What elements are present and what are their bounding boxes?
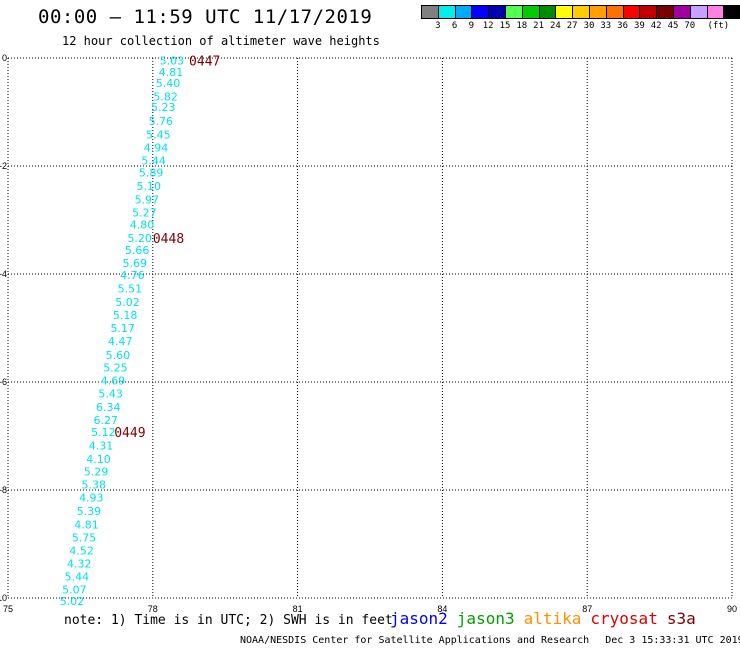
- satellite-legend-item: altika: [523, 609, 582, 628]
- wave-height-label: 5.10: [137, 180, 162, 193]
- wave-height-label: 6.27: [94, 414, 119, 427]
- footer-note: note: 1) Time is in UTC; 2) SWH is in fe…: [64, 613, 393, 628]
- wave-height-label: 5.45: [146, 129, 171, 142]
- wave-height-label: 5.97: [135, 193, 160, 206]
- color-scale-label: 42: [650, 21, 662, 31]
- color-scale-label: 12: [482, 21, 494, 31]
- wave-height-label: 4.69: [101, 374, 126, 387]
- wave-height-label: 5.29: [84, 466, 109, 479]
- pass-time-label: 0447: [189, 55, 220, 70]
- x-tick-label: 84: [437, 604, 447, 614]
- color-scale-label: 36: [617, 21, 629, 31]
- x-tick-label: 90: [727, 604, 737, 614]
- satellite-legend-item: cryosat: [590, 609, 658, 628]
- wave-height-label: 5.27: [132, 206, 157, 219]
- color-scale-label: 30: [583, 21, 595, 31]
- pass-time-labels: 0447 0448 0449: [114, 55, 220, 442]
- wave-height-label: 5.43: [98, 387, 123, 400]
- wave-height-label: 4.47: [108, 335, 133, 348]
- wave-height-label: 5.60: [106, 349, 131, 362]
- wave-height-label: 5.76: [149, 115, 174, 128]
- wave-height-label: 4.31: [89, 440, 114, 453]
- wave-height-label: 4.76: [120, 269, 145, 282]
- wave-height-label: 5.75: [72, 532, 97, 545]
- wave-height-label: 5.44: [65, 570, 90, 583]
- x-tick-label: 75: [3, 604, 13, 614]
- color-scale-label: 24: [549, 21, 561, 31]
- color-scale-label: 33: [600, 21, 612, 31]
- wave-height-label: 4.80: [130, 218, 155, 231]
- map-grid: [7, 57, 733, 599]
- color-scale-label: 27: [566, 21, 578, 31]
- pass-time-label: 0449: [114, 426, 145, 441]
- color-scale-label: 70: [684, 21, 696, 31]
- map-title: 00:00 – 11:59 UTC 11/17/2019: [38, 6, 373, 28]
- wave-height-label: 5.69: [123, 257, 148, 270]
- wave-height-label: 6.34: [96, 401, 121, 414]
- wave-height-label: 4.10: [86, 453, 111, 466]
- color-scale-label: 45: [667, 21, 679, 31]
- wave-height-label: 5.66: [125, 244, 150, 257]
- color-scale-label: 15: [499, 21, 511, 31]
- satellite-legend-item: s3a: [666, 609, 696, 628]
- map-axes: 75 78 81 84 87 90 0 -2 -4 -6 -8 -10: [0, 53, 737, 614]
- y-tick-label: -4: [0, 269, 7, 279]
- generated-timestamp: Dec 3 15:33:31 UTC 2019: [605, 635, 740, 646]
- wave-height-label: 4.93: [79, 492, 104, 505]
- wave-height-label: 4.52: [69, 544, 94, 557]
- satellite-legend-item: jason3: [456, 609, 515, 628]
- satellite-legend-item: jason2: [390, 609, 448, 628]
- y-tick-label: 0: [2, 53, 7, 63]
- wave-height-label: 5.23: [151, 101, 176, 114]
- wave-height-label: 5.51: [118, 283, 143, 296]
- wave-height-label: 5.38: [81, 479, 106, 492]
- wave-height-label: 4.94: [144, 142, 169, 155]
- color-scale-swatches: [421, 5, 740, 19]
- wave-height-points: 5.034.815.405.825.235.765.454.945.445.89…: [60, 55, 184, 609]
- wave-height-label: 4.81: [74, 519, 99, 532]
- color-scale-label: 6: [451, 21, 458, 31]
- color-scale-label: 9: [468, 21, 475, 31]
- color-scale-unit: (ft): [707, 21, 730, 31]
- x-tick-label: 81: [293, 604, 303, 614]
- wave-height-label: 5.17: [110, 322, 135, 335]
- wave-height-label: 5.82: [153, 90, 178, 103]
- wave-height-label: 5.02: [115, 296, 140, 309]
- x-tick-label: 87: [582, 604, 592, 614]
- wave-height-label: 5.07: [62, 583, 87, 596]
- credit-line: NOAA/NESDIS Center for Satellite Applica…: [240, 635, 740, 646]
- color-scale-label: 21: [533, 21, 545, 31]
- x-tick-label: 78: [148, 604, 158, 614]
- color-scale-label: 3: [435, 21, 441, 31]
- wave-height-label: 5.25: [103, 361, 128, 374]
- color-swatch: [723, 5, 740, 19]
- y-tick-label: -10: [0, 593, 7, 603]
- wave-height-label: 5.12: [91, 426, 116, 439]
- y-tick-label: -6: [0, 377, 7, 387]
- pass-time-label: 0448: [153, 232, 184, 247]
- wave-height-label: 5.89: [139, 166, 164, 179]
- credit-text: NOAA/NESDIS Center for Satellite Applica…: [240, 635, 590, 646]
- color-scale-label: 39: [633, 21, 645, 31]
- color-scale-label: 18: [516, 21, 528, 31]
- color-scale-legend: 3 6 9 12 15 18 21 24 27 30 33 36 39 42 45 70 (ft): [421, 5, 740, 31]
- wave-height-label: 5.18: [113, 309, 138, 322]
- wave-height-label: 5.03: [160, 55, 185, 68]
- wave-height-label: 5.20: [127, 232, 152, 245]
- color-scale-labels: 3 6 9 12 15 18 21 24 27 30 33 36 39 42 45 70 (ft): [421, 19, 740, 31]
- map-subtitle: 12 hour collection of altimeter wave hei…: [62, 34, 380, 48]
- wave-height-label: 4.32: [67, 557, 92, 570]
- y-tick-label: -2: [0, 161, 7, 171]
- wave-height-label: 5.40: [156, 77, 181, 90]
- satellite-legend: jason2 jason3 altika cryosat s3a: [390, 609, 705, 628]
- y-tick-label: -8: [0, 485, 7, 495]
- wave-height-label: 5.44: [141, 155, 166, 168]
- wave-height-label: 5.39: [77, 505, 102, 518]
- wave-height-label: 4.81: [159, 66, 184, 79]
- wave-height-label: 5.02: [60, 595, 85, 608]
